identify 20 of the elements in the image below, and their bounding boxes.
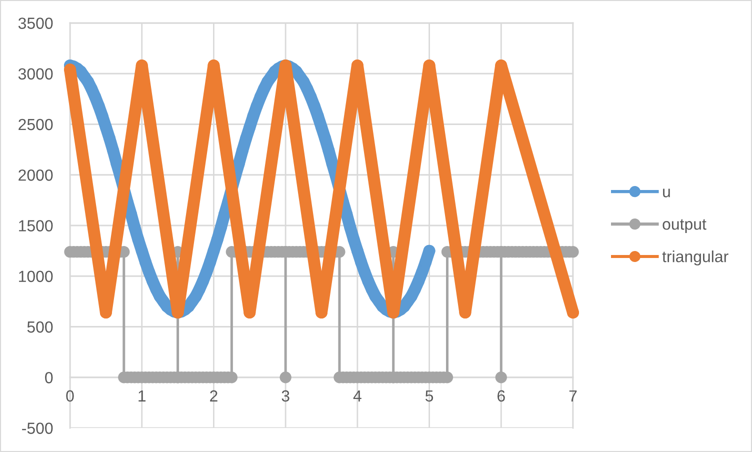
x-tick-label: 6 bbox=[498, 390, 505, 402]
y-tick-label: 3500 bbox=[18, 18, 53, 29]
y-tick-label: 2000 bbox=[18, 170, 53, 181]
x-tick-label: 5 bbox=[425, 390, 434, 402]
x-tick-label: 3 bbox=[282, 390, 290, 402]
x-tick-label: 1 bbox=[138, 390, 146, 402]
legend-label: u bbox=[663, 188, 670, 198]
y-tick-label: 500 bbox=[27, 321, 53, 333]
legend-label: triangular bbox=[662, 250, 728, 266]
y-tick-label: 2500 bbox=[18, 118, 53, 130]
y-tick-label: 1000 bbox=[19, 270, 53, 282]
y-tick-label: 0 bbox=[45, 372, 53, 384]
y-tick-label: 1500 bbox=[19, 220, 53, 232]
x-tick-label: 4 bbox=[353, 390, 362, 402]
y-tick-label: 3000 bbox=[18, 68, 53, 80]
x-tick-label: 0 bbox=[66, 390, 74, 402]
x-tick-label: 2 bbox=[210, 390, 218, 402]
y-tick-label: -500 bbox=[22, 422, 53, 434]
x-tick-label: 7 bbox=[569, 390, 577, 402]
legend-label: output bbox=[662, 219, 706, 233]
